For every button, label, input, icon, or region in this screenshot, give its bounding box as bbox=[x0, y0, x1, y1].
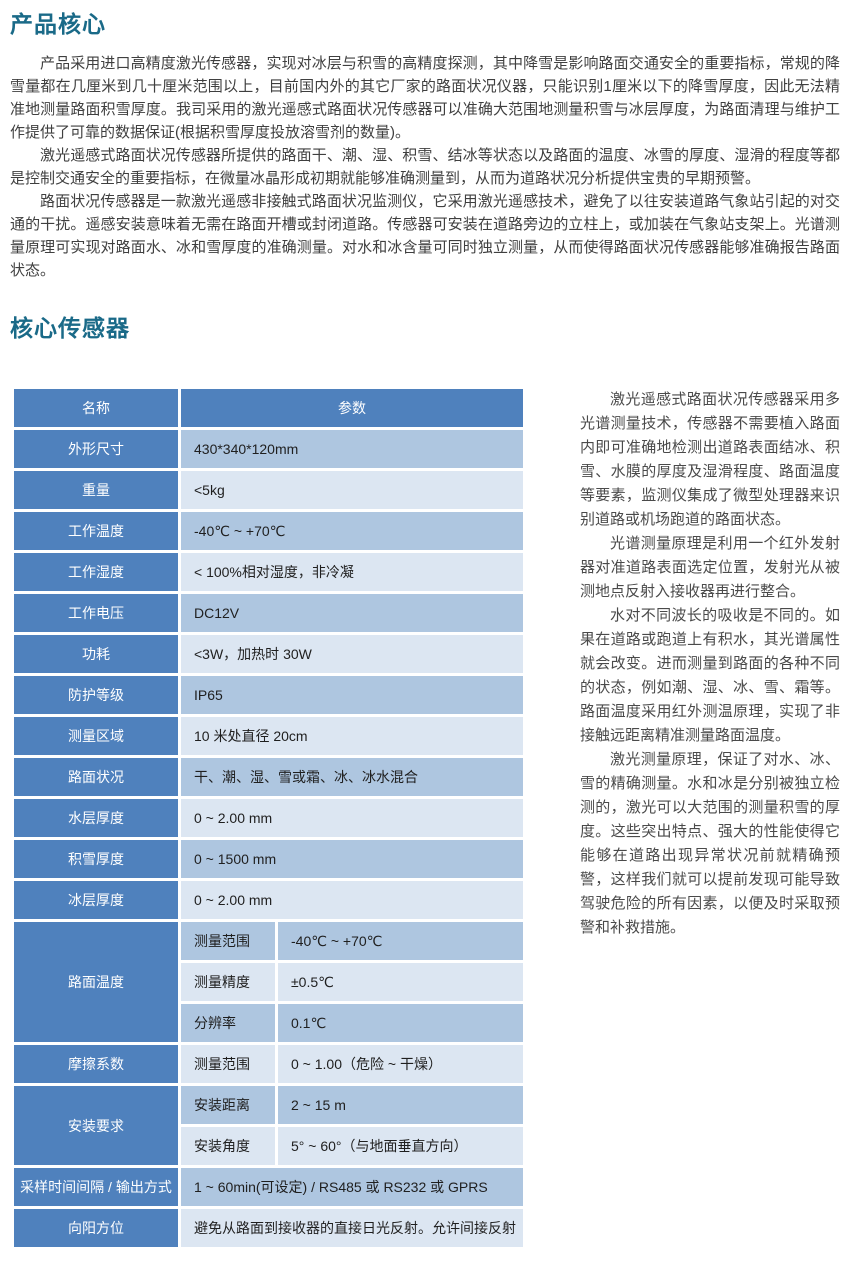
value-cell: DC12V bbox=[181, 594, 523, 632]
value-cell: 干、潮、湿、雪或霜、冰、冰水混合 bbox=[181, 758, 523, 796]
value-cell: 0 ~ 1.00（危险 ~ 干燥） bbox=[278, 1045, 523, 1083]
label-cell: 路面状况 bbox=[14, 758, 178, 796]
label-cell: 防护等级 bbox=[14, 676, 178, 714]
table-row: 外形尺寸 430*340*120mm bbox=[14, 430, 523, 468]
value-cell: 430*340*120mm bbox=[181, 430, 523, 468]
section-title-core-sensor: 核心传感器 bbox=[10, 315, 130, 341]
sub-label-cell: 分辨率 bbox=[181, 1004, 275, 1042]
sidebar-paragraph: 光谱测量原理是利用一个红外发射器对准道路表面选定位置，发射光从被测地点反射入接收… bbox=[580, 535, 840, 600]
table-row: 测量区域 10 米处直径 20cm bbox=[14, 717, 523, 755]
table-row-group: 安装要求 安装距离 2 ~ 15 m bbox=[14, 1086, 523, 1165]
value-cell: 1 ~ 60min(可设定) / RS485 或 RS232 或 GPRS bbox=[181, 1168, 523, 1206]
label-cell: 功耗 bbox=[14, 635, 178, 673]
header-cell-param: 参数 bbox=[181, 389, 523, 427]
sidebar-paragraph: 水对不同波长的吸收是不同的。如果在道路或跑道上有积水，其光谱属性就会改变。进而测… bbox=[580, 607, 840, 744]
product-core-text: 产品采用进口高精度激光传感器，实现对冰层与积雪的高精度探测，其中降雪是影响路面交… bbox=[10, 52, 840, 282]
paragraph: 路面状况传感器是一款激光遥感非接触式路面状况监测仪，它采用激光遥感技术，避免了以… bbox=[10, 193, 840, 279]
paragraph: 激光遥感式路面状况传感器所提供的路面干、潮、湿、积雪、结冰等状态以及路面的温度、… bbox=[10, 147, 840, 187]
value-cell: -40℃ ~ +70℃ bbox=[181, 512, 523, 550]
sidebar-paragraph: 激光测量原理，保证了对水、冰、雪的精确测量。水和冰是分别被独立检测的，激光可以大… bbox=[580, 751, 840, 936]
core-sensor-section: 名称 参数 外形尺寸 430*340*120mm 重量 <5kg 工作温度 -4… bbox=[10, 386, 840, 1250]
value-cell: -40℃ ~ +70℃ bbox=[278, 922, 523, 960]
table-row: 防护等级 IP65 bbox=[14, 676, 523, 714]
value-cell: <3W，加热时 30W bbox=[181, 635, 523, 673]
table-row-group: 摩擦系数 测量范围 0 ~ 1.00（危险 ~ 干燥） bbox=[14, 1045, 523, 1083]
table-header-row: 名称 参数 bbox=[14, 389, 523, 427]
sub-label-cell: 安装距离 bbox=[181, 1086, 275, 1124]
table-subrow: 安装角度 5° ~ 60°（与地面垂直方向） bbox=[14, 1127, 523, 1165]
table-row: 采样时间间隔 / 输出方式 1 ~ 60min(可设定) / RS485 或 R… bbox=[14, 1168, 523, 1206]
label-cell: 冰层厚度 bbox=[14, 881, 178, 919]
label-cell: 测量区域 bbox=[14, 717, 178, 755]
sidebar-description: 激光遥感式路面状况传感器采用多光谱测量技术，传感器不需要植入路面内即可准确地检测… bbox=[580, 388, 840, 940]
table-row-group: 路面温度 测量范围 -40℃ ~ +70℃ bbox=[14, 922, 523, 1042]
label-cell: 向阳方位 bbox=[14, 1209, 178, 1247]
table-row: 路面状况 干、潮、湿、雪或霜、冰、冰水混合 bbox=[14, 758, 523, 796]
label-cell: 路面温度 bbox=[14, 922, 178, 1042]
value-cell: <5kg bbox=[181, 471, 523, 509]
value-cell: 10 米处直径 20cm bbox=[181, 717, 523, 755]
sub-label-cell: 测量范围 bbox=[181, 1045, 275, 1083]
label-cell: 外形尺寸 bbox=[14, 430, 178, 468]
table-row: 工作电压 DC12V bbox=[14, 594, 523, 632]
sub-label-cell: 测量范围 bbox=[181, 922, 275, 960]
table-row: 水层厚度 0 ~ 2.00 mm bbox=[14, 799, 523, 837]
table-row: 积雪厚度 0 ~ 1500 mm bbox=[14, 840, 523, 878]
label-cell: 安装要求 bbox=[14, 1086, 178, 1165]
label-cell: 积雪厚度 bbox=[14, 840, 178, 878]
label-cell: 重量 bbox=[14, 471, 178, 509]
value-cell: 2 ~ 15 m bbox=[278, 1086, 523, 1124]
section-title-product-core: 产品核心 bbox=[10, 11, 106, 37]
label-cell: 水层厚度 bbox=[14, 799, 178, 837]
sub-label-cell: 安装角度 bbox=[181, 1127, 275, 1165]
table-row: 工作湿度 < 100%相对湿度，非冷凝 bbox=[14, 553, 523, 591]
label-cell: 采样时间间隔 / 输出方式 bbox=[14, 1168, 178, 1206]
value-cell: 0 ~ 2.00 mm bbox=[181, 881, 523, 919]
label-cell: 工作电压 bbox=[14, 594, 178, 632]
header-cell-name: 名称 bbox=[14, 389, 178, 427]
value-cell: IP65 bbox=[181, 676, 523, 714]
value-cell: 0 ~ 2.00 mm bbox=[181, 799, 523, 837]
value-cell: 0 ~ 1500 mm bbox=[181, 840, 523, 878]
table-row: 工作温度 -40℃ ~ +70℃ bbox=[14, 512, 523, 550]
value-cell: 避免从路面到接收器的直接日光反射。允许间接反射 bbox=[181, 1209, 523, 1247]
value-cell: 0.1℃ bbox=[278, 1004, 523, 1042]
label-cell: 工作湿度 bbox=[14, 553, 178, 591]
value-cell: ±0.5℃ bbox=[278, 963, 523, 1001]
table-row: 重量 <5kg bbox=[14, 471, 523, 509]
sidebar-paragraph: 激光遥感式路面状况传感器采用多光谱测量技术，传感器不需要植入路面内即可准确地检测… bbox=[580, 391, 840, 528]
sub-label-cell: 测量精度 bbox=[181, 963, 275, 1001]
table-row: 冰层厚度 0 ~ 2.00 mm bbox=[14, 881, 523, 919]
value-cell: 5° ~ 60°（与地面垂直方向） bbox=[278, 1127, 523, 1165]
label-cell: 工作温度 bbox=[14, 512, 178, 550]
table-subrow: 分辨率 0.1℃ bbox=[14, 1004, 523, 1042]
spec-table: 名称 参数 外形尺寸 430*340*120mm 重量 <5kg 工作温度 -4… bbox=[11, 386, 526, 1250]
table-row: 向阳方位 避免从路面到接收器的直接日光反射。允许间接反射 bbox=[14, 1209, 523, 1247]
table-row: 功耗 <3W，加热时 30W bbox=[14, 635, 523, 673]
value-cell: < 100%相对湿度，非冷凝 bbox=[181, 553, 523, 591]
table-subrow: 测量精度 ±0.5℃ bbox=[14, 963, 523, 1001]
label-cell: 摩擦系数 bbox=[14, 1045, 178, 1083]
paragraph: 产品采用进口高精度激光传感器，实现对冰层与积雪的高精度探测，其中降雪是影响路面交… bbox=[10, 55, 840, 141]
